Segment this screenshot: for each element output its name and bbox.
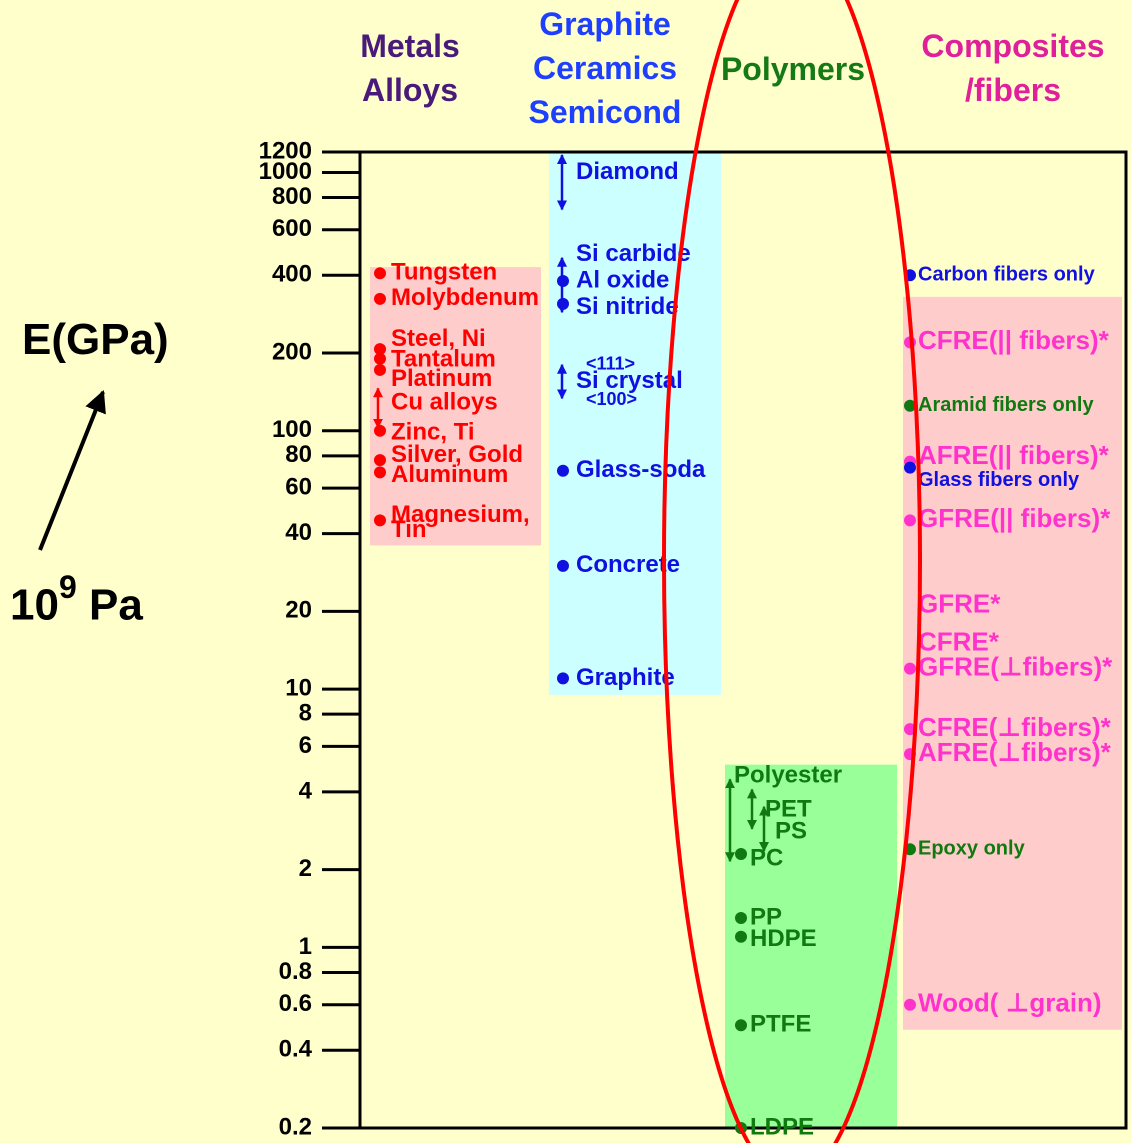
y-tick-label-200: 200 (272, 338, 312, 365)
group-title-polymers: Polymers (720, 51, 866, 87)
composites-gfre-fibers-label: GFRE(⊥fibers)* (918, 652, 1113, 682)
ceramics-si-nitride-label: Si nitride (576, 293, 679, 320)
polymers-hdpe-dot (735, 930, 747, 943)
metals-aluminum-label: Aluminum (391, 461, 508, 488)
metals-steel-ni-label: Steel, Ni (391, 325, 486, 352)
metals-tungsten-label: Tungsten (391, 259, 497, 286)
metals-tantalum-label: Tantalum (391, 345, 496, 372)
ceramics-si-carbide-label: Si carbide (576, 240, 691, 267)
polymers-polyester-label: Polyester (734, 762, 842, 789)
metals-zinc-ti-label: Zinc, Ti (391, 418, 475, 445)
y-tick-label-1: 1 (299, 933, 312, 960)
composites-cfre-fibers-label: CFRE(⊥fibers)* (918, 712, 1112, 742)
metals-platinum-dot (374, 363, 386, 376)
composites-glass-fibers-only-dot (904, 461, 916, 474)
y-tick-label-0-6: 0.6 (279, 990, 312, 1017)
composites-wood-grain-label: Wood( ⊥grain) (918, 988, 1102, 1018)
ceramics-al-oxide-label: Al oxide (576, 266, 669, 293)
metals-platinum-label: Platinum (391, 365, 492, 392)
polymers-highlight-ellipse (662, 0, 922, 1143)
ceramics-100-label: <100> (586, 389, 637, 409)
composites-gfre-fibers-label: GFRE(|| fibers)* (918, 503, 1111, 533)
composites-afre-fibers-label: AFRE(⊥fibers)* (918, 737, 1112, 767)
polymers-ps-label: PS (775, 817, 807, 844)
y-tick-label-100: 100 (272, 416, 312, 443)
metals-magnesium-label: Magnesium, (391, 501, 530, 528)
y-tick-label-1200: 1200 (259, 137, 312, 164)
composites-cfre-fibers-label: CFRE(|| fibers)* (918, 325, 1110, 355)
composites-gfre-fibers-dot (904, 662, 916, 675)
ceramics-graphite-dot (557, 672, 569, 685)
metals-silver-gold-label: Silver, Gold (391, 441, 523, 468)
polymers-pet-label: PET (765, 795, 812, 822)
y-tick-label-40: 40 (285, 519, 312, 546)
y-axis-label: E(GPa) (22, 315, 169, 364)
ceramics-concrete-dot (557, 559, 569, 572)
composites-epoxy-only-label: Epoxy only (918, 837, 1026, 859)
ceramics-si-nitride-dot (557, 297, 569, 310)
ceramics-graphite-label: Graphite (576, 664, 675, 691)
polymers-pp-label: PP (750, 903, 782, 930)
composites-glass-fibers-only-label: Glass fibers only (918, 469, 1080, 491)
y-tick-label-10: 10 (285, 674, 312, 701)
y-tick-label-8: 8 (299, 699, 312, 726)
ceramics-al-oxide-dot (557, 275, 569, 288)
metals-zinc-ti-dot (374, 424, 386, 437)
polymers-pp-dot (735, 912, 747, 925)
y-tick-label-20: 20 (285, 597, 312, 624)
y-axis-unit: 109 Pa (10, 569, 143, 630)
composites-carbon-fibers-only-label: Carbon fibers only (918, 264, 1096, 286)
polymers-pc-dot (735, 847, 747, 860)
group-title-ceramics: Graphite Ceramics Semicond (528, 6, 682, 130)
ceramics-glass-soda-label: Glass-soda (576, 456, 706, 483)
composites-aramid-fibers-only-label: Aramid fibers only (918, 394, 1094, 416)
y-tick-label-0-4: 0.4 (279, 1036, 313, 1063)
composites-aramid-fibers-only-dot (904, 399, 916, 412)
polymers-ldpe-label: LDPE (750, 1113, 814, 1140)
composites-gfre-fibers-dot (904, 514, 916, 527)
ceramics-111-label: <111> (586, 354, 635, 374)
polymers-hdpe-label: HDPE (750, 925, 817, 952)
metals-silver-gold-dot (374, 454, 386, 467)
band-metals (370, 267, 541, 546)
composites-wood-grain-dot (904, 998, 916, 1011)
y-tick-label-800: 800 (272, 183, 312, 210)
band-composites (903, 296, 1122, 1030)
composites-afre-fibers-label: AFRE(|| fibers)* (918, 440, 1110, 470)
y-tick-label-600: 600 (272, 215, 312, 242)
y-tick-label-60: 60 (285, 473, 312, 500)
composites-cfre-label: CFRE* (918, 626, 1000, 656)
y-tick-label-400: 400 (272, 261, 312, 288)
metals-aluminum-dot (374, 466, 386, 479)
y-tick-label-2: 2 (299, 855, 312, 882)
ceramics-si-crystal-label: Si crystal (576, 367, 683, 394)
metals-tin-label: Tin (391, 516, 427, 543)
ceramics-glass-soda-dot (557, 464, 569, 477)
y-tick-label-80: 80 (285, 441, 312, 468)
y-tick-label-6: 6 (299, 732, 312, 759)
metals-tantalum-dot (374, 352, 386, 365)
group-title-metals: Metals Alloys (360, 28, 460, 108)
y-tick-label-0-8: 0.8 (279, 958, 312, 985)
ceramics-diamond-label: Diamond (576, 158, 679, 185)
group-title-composites: Composites/fibers (921, 28, 1105, 108)
y-tick-label-4: 4 (299, 777, 313, 804)
polymers-ptfe-dot (735, 1019, 747, 1032)
polymers-ptfe-label: PTFE (750, 1011, 811, 1038)
composites-gfre-label: GFRE* (918, 589, 1001, 619)
y-tick-label-0-2: 0.2 (279, 1113, 312, 1140)
metals-magnesium-dot (374, 514, 386, 527)
y-tick-label-1000: 1000 (259, 158, 312, 185)
polymers-pc-label: PC (750, 844, 783, 871)
band-ceramics (549, 152, 721, 695)
metals-steel-ni-dot (374, 343, 386, 356)
unit-arrow (38, 389, 106, 551)
metals-tungsten-dot (374, 267, 386, 280)
metals-molybdenum-label: Molybdenum (391, 284, 539, 311)
metals-cu-alloys-label: Cu alloys (391, 388, 498, 415)
metals-molybdenum-dot (374, 292, 386, 305)
